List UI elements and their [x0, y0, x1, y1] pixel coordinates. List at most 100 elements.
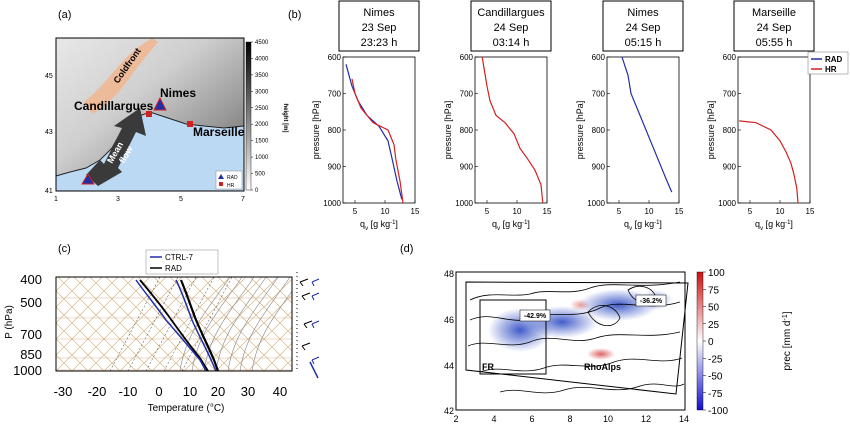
colorbar-tick-label: 500 [255, 172, 266, 178]
y-tick: 48 [444, 269, 454, 279]
profile-y-label: pressure [hPa] [575, 101, 585, 160]
dry-adiabat [73, 277, 169, 371]
profile-time: 05:55 h [756, 37, 793, 49]
profile-panel: Marseille 24 Sep 05:55 h 600 700 800 900 1000 5 1… [706, 0, 815, 232]
isotherm [344, 277, 438, 371]
isotherm [279, 358, 292, 371]
x-tick: 10 [513, 207, 522, 216]
nimes-label: Nimes [160, 86, 196, 100]
isotherm [56, 277, 103, 324]
moist-adiabat [203, 277, 255, 371]
isotherm [56, 277, 151, 371]
y-tick: 700 [328, 90, 342, 99]
map-d-y-ticks: 48 46 44 42 [444, 269, 454, 416]
profile-x-label: qv [g kg-1] [492, 219, 530, 232]
y-tick: 41 [45, 188, 53, 195]
y-tick: 600 [328, 53, 342, 62]
skewt-y-label: P (hPa) [4, 305, 15, 339]
skewt-inner [56, 277, 438, 371]
panel-label-b: (b) [288, 9, 301, 21]
mixing-ratio-line [127, 277, 179, 371]
y-tick: 800 [460, 126, 474, 135]
x-tick: -10 [119, 384, 138, 399]
x-tick: 10 [183, 384, 197, 399]
profile-title-box [338, 0, 420, 52]
profile-station: Marseille [752, 7, 796, 19]
x-tick: 6 [529, 414, 534, 424]
skewt-x-ticks: -30 -20 -10 0 10 20 30 40 [54, 384, 288, 399]
colorbar-tick-label: 1500 [255, 139, 269, 145]
x-tick: 40 [273, 384, 287, 399]
profile-y-label: pressure [hPa] [311, 101, 321, 160]
dry-adiabat [265, 277, 292, 304]
panel-c: (c) CTRL-7 RAD P (hPa) 400 500 700 850 1… [4, 243, 438, 414]
profile-date: 24 Sep [757, 22, 792, 34]
profile-axes [606, 56, 680, 204]
y-tick: 42 [444, 406, 454, 416]
y-tick: 900 [723, 163, 737, 172]
x-tick: 20 [211, 384, 225, 399]
dry-adiabat [56, 290, 137, 371]
rad-dewpoint-profile [139, 279, 209, 371]
prec-colorbar-ticks: 100 75 50 25 0 -25 -50 -75 -100 [703, 268, 728, 417]
fr-domain-box [479, 299, 547, 375]
colorbar-tick-label: 3500 [255, 73, 269, 79]
x-tick: 5 [179, 196, 183, 203]
isotherm [312, 277, 406, 371]
y-tick: 44 [444, 361, 454, 371]
colorbar-tick-label: 100 [708, 268, 725, 279]
profile-x-label: qv [g kg-1] [360, 219, 398, 232]
y-tick: 1000 [587, 199, 605, 208]
dry-adiabat [201, 277, 292, 368]
colorbar-tick-label: 4000 [255, 56, 269, 62]
x-tick: 7 [241, 196, 245, 203]
legend-hr-text: HR [825, 65, 837, 74]
moist-adiabat [215, 277, 267, 371]
profile-date: 24 Sep [494, 22, 529, 34]
x-tick: 2 [453, 414, 458, 424]
y-tick: 700 [460, 90, 474, 99]
panel-label-c: (c) [58, 243, 71, 255]
x-tick: 0 [155, 384, 162, 399]
colorbar-tick-label: 2000 [255, 122, 269, 128]
legend-ctrl-text: CTRL-7 [165, 253, 194, 262]
x-tick: 5 [353, 207, 358, 216]
fr-label: FR [482, 362, 494, 372]
x-tick: 5 [617, 207, 622, 216]
profile-y-label: pressure [hPa] [443, 101, 453, 160]
profile-title-box [602, 0, 684, 52]
profile-station: Candillargues [477, 7, 545, 19]
panel-b: (b) Nimes 23 Sep 23:23 h 600 700 800 900 1000 5 1… [288, 0, 849, 232]
legend-rad-text: RAD [825, 55, 843, 64]
isotherm [247, 326, 292, 371]
profile-station: Nimes [627, 7, 659, 19]
colorbar-tick-label: 0 [255, 188, 259, 194]
rhoalps-label: RhoAlps [584, 362, 621, 372]
colorbar-tick-label: 25 [708, 320, 720, 331]
prec-colorbar-label: prec [mm d-1] [782, 311, 794, 370]
pos-precip-area-south [587, 348, 615, 360]
isotherm [119, 277, 215, 371]
colorbar-tick-label: -50 [708, 372, 723, 383]
profile-axes [342, 56, 416, 204]
dry-adiabat [185, 277, 281, 371]
mixing-ratio-line [163, 277, 215, 371]
x-tick: 8 [567, 414, 572, 424]
x-tick: 15 [675, 207, 684, 216]
profile-panel: Nimes 24 Sep 05:15 h 600 700 800 900 1000 5 10 15 p… [575, 0, 684, 232]
profile-time: 23:23 h [361, 37, 398, 49]
colorbar-tick-label: 75 [708, 285, 720, 296]
profile-title-box [733, 0, 815, 52]
x-tick: 10 [776, 207, 785, 216]
profile-y-label: pressure [hPa] [706, 101, 716, 160]
isotherm [56, 277, 119, 340]
profile-station: Nimes [363, 7, 395, 19]
fr-pct-box [519, 309, 551, 322]
y-tick: 900 [328, 163, 342, 172]
y-tick: 1000 [718, 199, 736, 208]
pos-precip-area-north [570, 299, 590, 311]
dry-adiabat [56, 306, 121, 371]
isotherm [231, 310, 292, 371]
profile-series-hr [351, 78, 404, 204]
